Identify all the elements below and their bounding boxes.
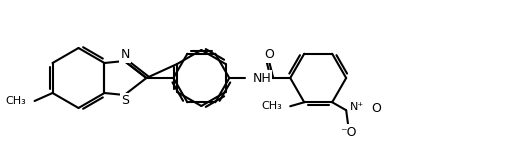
Text: O: O [264, 49, 274, 62]
Text: S: S [121, 95, 130, 108]
Text: O: O [371, 102, 381, 115]
Text: NH: NH [252, 71, 271, 84]
Text: ⁻O: ⁻O [340, 126, 357, 139]
Text: CH₃: CH₃ [6, 96, 27, 106]
Text: CH₃: CH₃ [262, 101, 282, 111]
Text: N: N [121, 49, 130, 62]
Text: N⁺: N⁺ [350, 102, 364, 112]
